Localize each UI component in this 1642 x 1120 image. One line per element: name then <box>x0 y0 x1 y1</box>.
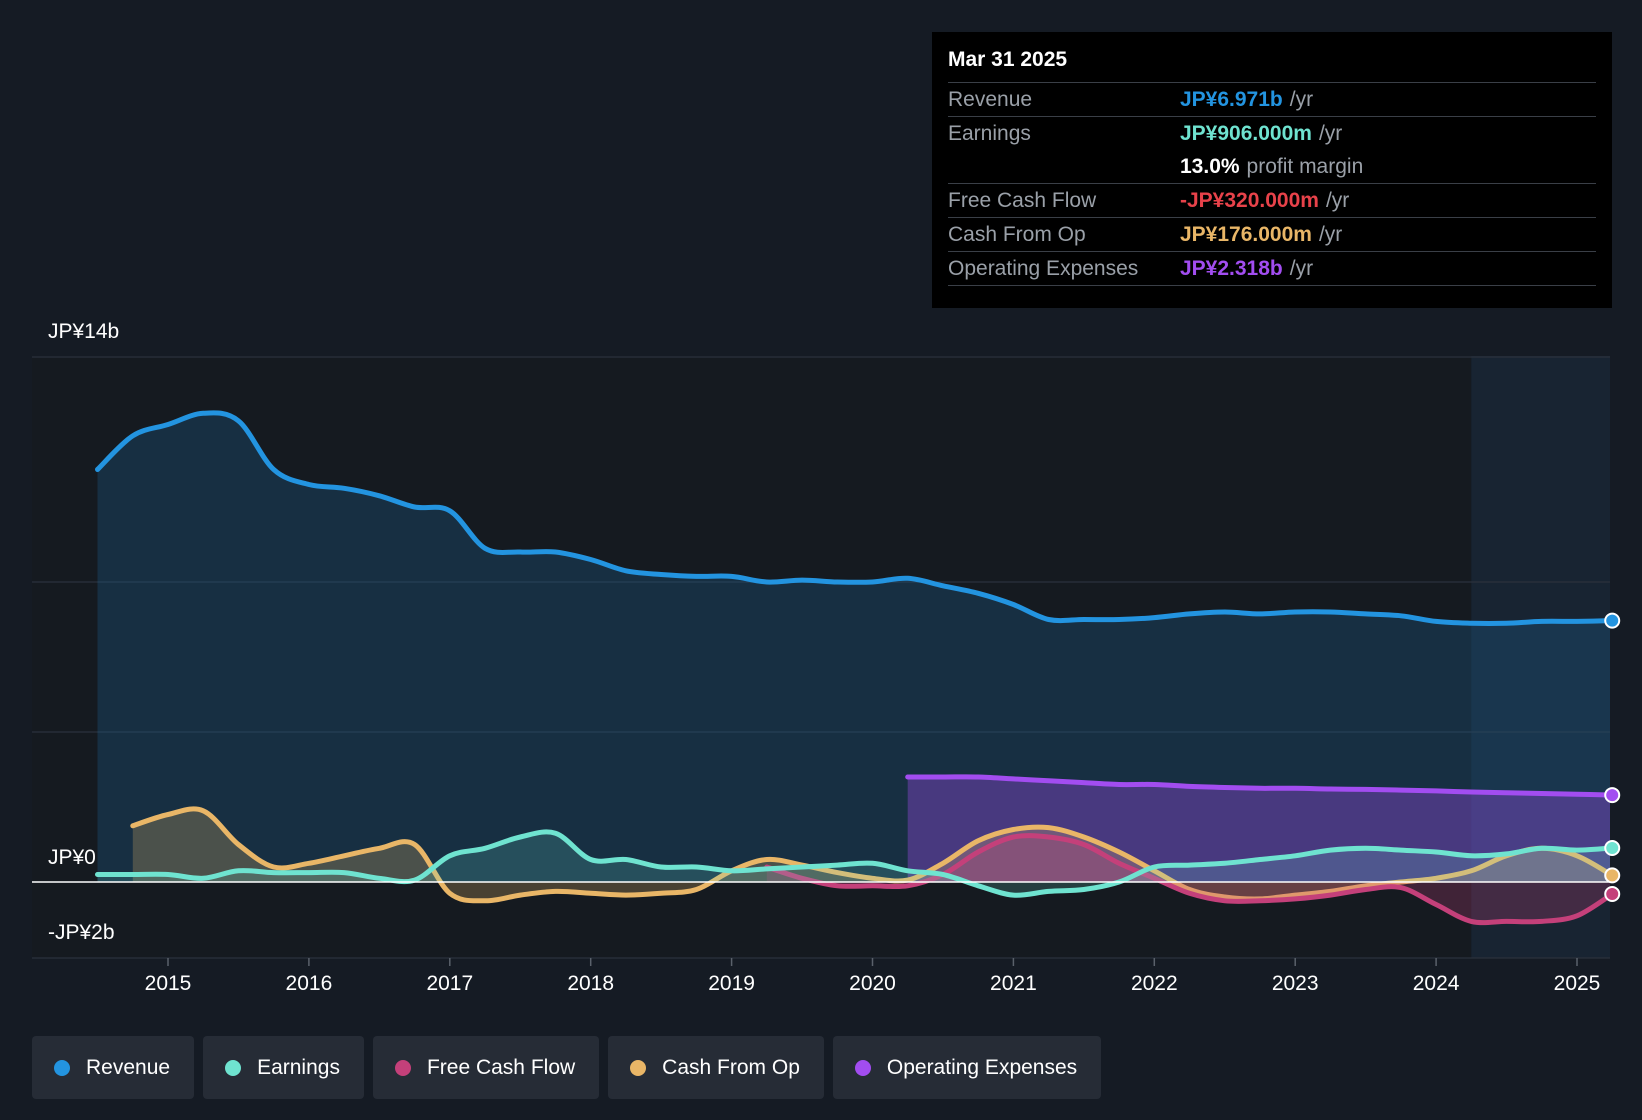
legend-item[interactable]: Cash From Op <box>608 1036 824 1099</box>
operating-expenses-line <box>905 774 1610 798</box>
tooltip-row-unit: /yr <box>1318 222 1343 246</box>
tooltip: Mar 31 2025 Revenue JP¥6.971b/yr Earnings J… <box>932 32 1612 308</box>
y-axis-zero-label: JP¥0 <box>48 846 96 869</box>
legend: Revenue Earnings Free Cash Flow Cash From O… <box>32 1036 1102 1099</box>
tooltip-row: Revenue JP¥6.971b/yr <box>948 83 1596 117</box>
tooltip-row-value: JP¥6.971b <box>1180 87 1283 111</box>
legend-label: Revenue <box>86 1055 171 1079</box>
cash-from-op-end-point <box>1604 867 1621 884</box>
x-tick-label: 2025 <box>1554 972 1601 995</box>
tooltip-row-value: JP¥176.000m <box>1180 222 1312 246</box>
earnings-area <box>97 831 1610 896</box>
forecast-shading <box>1471 356 1610 958</box>
x-tick-label: 2024 <box>1413 972 1460 995</box>
legend-label: Operating Expenses <box>886 1055 1078 1079</box>
operating-expenses-area <box>907 776 1610 882</box>
x-tick-label: 2016 <box>286 972 333 995</box>
free-cash-flow-line <box>764 833 1610 926</box>
x-tick-label: 2017 <box>426 972 473 995</box>
tooltip-row-label: Earnings <box>948 121 1031 145</box>
tooltip-row-value: JP¥2.318b <box>1180 256 1283 280</box>
tooltip-row-label: Cash From Op <box>948 222 1086 246</box>
tooltip-row: Operating Expenses JP¥2.318b/yr <box>948 252 1596 286</box>
cash-from-op-line <box>130 806 1610 904</box>
legend-dot-icon <box>225 1059 242 1076</box>
x-tick-label: 2018 <box>567 972 614 995</box>
x-tick-label: 2023 <box>1272 972 1319 995</box>
tooltip-row-unit: /yr <box>1325 188 1350 212</box>
legend-dot-icon <box>394 1059 411 1076</box>
tooltip-row-value: JP¥906.000m <box>1180 121 1312 145</box>
tooltip-row-value: 13.0% <box>1180 154 1240 178</box>
revenue-end-point <box>1604 612 1621 629</box>
tooltip-date: Mar 31 2025 <box>948 46 1596 83</box>
series-layer <box>95 410 1610 926</box>
tooltip-row: Cash From Op JP¥176.000m/yr <box>948 218 1596 252</box>
x-tick-label: 2019 <box>708 972 755 995</box>
legend-label: Cash From Op <box>662 1055 800 1079</box>
y-axis-bottom-label: -JP¥2b <box>48 921 115 944</box>
legend-item[interactable]: Revenue <box>32 1036 195 1099</box>
gridlines <box>32 356 1610 959</box>
tooltip-row-unit: profit margin <box>1246 154 1364 178</box>
tooltip-row-unit: /yr <box>1289 256 1314 280</box>
legend-dot-icon <box>630 1059 647 1076</box>
tooltip-row-label: Free Cash Flow <box>948 188 1097 212</box>
legend-label: Free Cash Flow <box>426 1055 576 1079</box>
tooltip-row-unit: /yr <box>1318 121 1343 145</box>
operating-expenses-end-point <box>1604 787 1621 804</box>
tooltip-row-unit: /yr <box>1289 87 1314 111</box>
tooltip-row-label: Revenue <box>948 87 1033 111</box>
plot-background <box>32 356 1610 958</box>
revenue-area <box>97 412 1610 882</box>
free-cash-flow-area <box>766 835 1610 923</box>
tooltip-row: Earnings JP¥906.000m/yr <box>948 117 1596 150</box>
tooltip-rows: Revenue JP¥6.971b/yr Earnings JP¥906.000m/y… <box>948 83 1596 286</box>
free-cash-flow-end-point <box>1604 886 1621 902</box>
earnings-line <box>95 829 1610 898</box>
x-tick-label: 2021 <box>990 972 1037 995</box>
x-tick-label: 2015 <box>145 972 192 995</box>
x-tick-label: 2020 <box>849 972 896 995</box>
x-axis: 2015 2016 2017 2018 2019 2020 2021 2022 2023 2024… <box>145 958 1601 995</box>
tooltip-row: Free Cash Flow -JP¥320.000m/yr <box>948 184 1596 218</box>
tooltip-row: 13.0% profit margin <box>948 150 1596 184</box>
revenue-line <box>95 410 1610 627</box>
earnings-end-point <box>1604 840 1621 857</box>
tooltip-row-label: Operating Expenses <box>948 256 1139 280</box>
legend-item[interactable]: Free Cash Flow <box>372 1036 600 1099</box>
legend-label: Earnings <box>257 1055 340 1079</box>
legend-dot-icon <box>854 1059 871 1076</box>
end-dots <box>1604 612 1621 902</box>
y-axis-top-label: JP¥14b <box>48 320 120 343</box>
legend-item[interactable]: Earnings <box>203 1036 364 1099</box>
legend-dot-icon <box>54 1059 70 1076</box>
legend-item[interactable]: Operating Expenses <box>832 1036 1102 1099</box>
x-tick-label: 2022 <box>1131 972 1178 995</box>
tooltip-row-value: -JP¥320.000m <box>1180 188 1319 212</box>
